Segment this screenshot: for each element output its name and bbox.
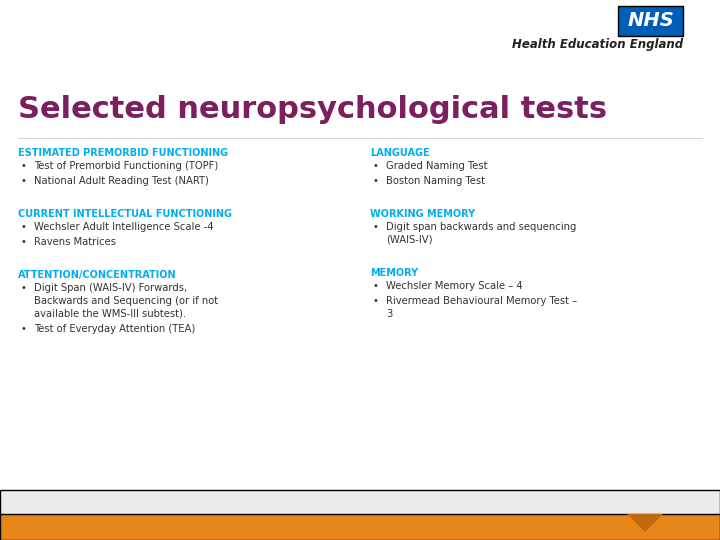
Text: WORKING MEMORY: WORKING MEMORY bbox=[370, 209, 475, 219]
Text: Wechsler Memory Scale – 4: Wechsler Memory Scale – 4 bbox=[386, 281, 523, 291]
Text: •: • bbox=[20, 283, 26, 293]
FancyBboxPatch shape bbox=[0, 514, 720, 540]
Text: Digit span backwards and sequencing
(WAIS-IV): Digit span backwards and sequencing (WAI… bbox=[386, 222, 577, 245]
Text: •: • bbox=[372, 222, 378, 232]
Text: •: • bbox=[372, 281, 378, 291]
Text: •: • bbox=[20, 222, 26, 232]
Text: ATTENTION/CONCENTRATION: ATTENTION/CONCENTRATION bbox=[18, 270, 176, 280]
Text: ESTIMATED PREMORBID FUNCTIONING: ESTIMATED PREMORBID FUNCTIONING bbox=[18, 148, 228, 158]
Text: Health Education England: Health Education England bbox=[512, 38, 683, 51]
Text: •: • bbox=[20, 161, 26, 171]
FancyBboxPatch shape bbox=[618, 6, 683, 36]
Text: Test of Everyday Attention (TEA): Test of Everyday Attention (TEA) bbox=[34, 324, 195, 334]
FancyBboxPatch shape bbox=[0, 490, 720, 540]
Text: Selected neuropsychological tests: Selected neuropsychological tests bbox=[18, 95, 607, 124]
Text: •: • bbox=[372, 296, 378, 306]
Text: Rivermead Behavioural Memory Test –
3: Rivermead Behavioural Memory Test – 3 bbox=[386, 296, 577, 319]
Text: Graded Naming Test: Graded Naming Test bbox=[386, 161, 487, 171]
Text: Test of Premorbid Functioning (TOPF): Test of Premorbid Functioning (TOPF) bbox=[34, 161, 218, 171]
Text: •: • bbox=[372, 176, 378, 186]
Polygon shape bbox=[627, 514, 663, 532]
Text: •: • bbox=[372, 161, 378, 171]
Text: •: • bbox=[20, 324, 26, 334]
Text: NHS: NHS bbox=[627, 11, 674, 30]
Text: Digit Span (WAIS-IV) Forwards,
Backwards and Sequencing (or if not
available the: Digit Span (WAIS-IV) Forwards, Backwards… bbox=[34, 283, 218, 319]
Text: MEMORY: MEMORY bbox=[370, 268, 418, 278]
Text: CURRENT INTELLECTUAL FUNCTIONING: CURRENT INTELLECTUAL FUNCTIONING bbox=[18, 209, 232, 219]
Text: Boston Naming Test: Boston Naming Test bbox=[386, 176, 485, 186]
Text: National Adult Reading Test (NART): National Adult Reading Test (NART) bbox=[34, 176, 209, 186]
Text: Ravens Matrices: Ravens Matrices bbox=[34, 237, 116, 247]
Text: Wechsler Adult Intelligence Scale -4: Wechsler Adult Intelligence Scale -4 bbox=[34, 222, 214, 232]
Text: LANGUAGE: LANGUAGE bbox=[370, 148, 430, 158]
Text: •: • bbox=[20, 237, 26, 247]
Text: •: • bbox=[20, 176, 26, 186]
